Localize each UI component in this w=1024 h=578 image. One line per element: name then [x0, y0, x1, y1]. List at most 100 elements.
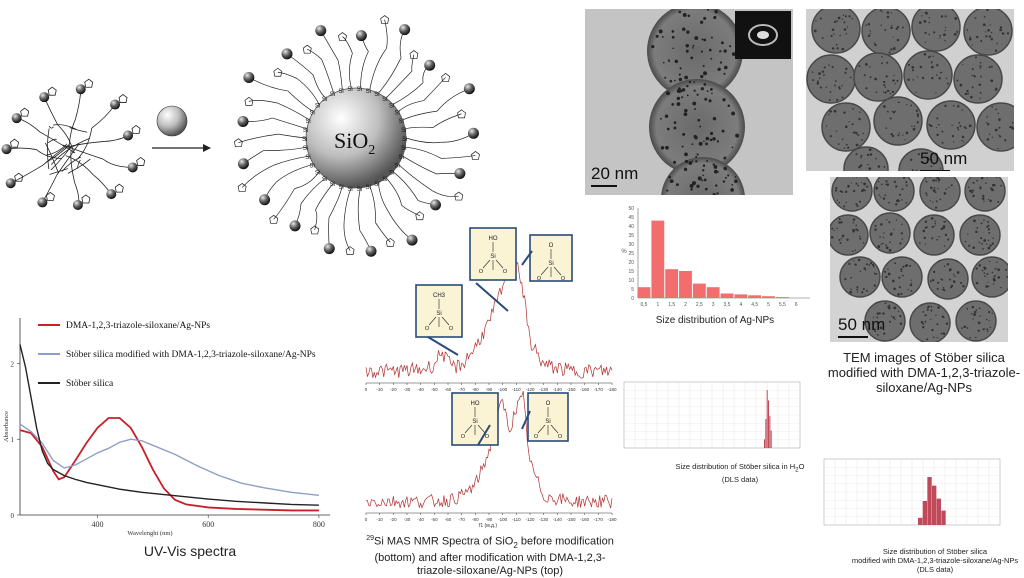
dls-bar: [937, 499, 941, 525]
ag-histogram-caption: Size distribution of Ag-NPs: [614, 315, 816, 326]
nmr-tick: -30: [404, 387, 411, 392]
nmr-axis-label: f1 (м.д.): [479, 523, 497, 529]
nmr-tick: -110: [512, 517, 521, 522]
dls1-caption: Size distribution of Stöber silica in H2…: [660, 462, 820, 484]
dls-bar: [769, 416, 770, 448]
dls-bar: [767, 390, 768, 448]
svg-text:Si: Si: [309, 111, 314, 117]
svg-text:Si: Si: [374, 182, 379, 188]
hist-y-tick: 40: [628, 224, 634, 230]
nmr-box-si: Si: [472, 419, 477, 425]
uv-x-tick: 800: [313, 520, 325, 529]
hist-x-tick: 3: [712, 302, 715, 308]
svg-text:Si: Si: [389, 103, 394, 109]
nmr-box-o: O: [503, 269, 508, 275]
nmr-box-label: O: [549, 243, 554, 249]
uv-y-tick: 2: [11, 360, 15, 368]
hist-bar: [665, 269, 678, 298]
hist-bar: [693, 284, 706, 298]
nmr-tick: -20: [390, 387, 397, 392]
svg-text:Si: Si: [330, 92, 335, 98]
dls-bar: [923, 501, 927, 525]
svg-text:Si: Si: [315, 171, 320, 177]
uv-series-line: [20, 418, 319, 510]
nmr-tick: -40: [417, 387, 424, 392]
hist-x-tick: 5: [767, 302, 770, 308]
nmr-tick: -70: [458, 517, 465, 522]
nmr-box-si: Si: [436, 311, 441, 317]
nmr-tick: -150: [566, 387, 576, 392]
nmr-box-o: O: [425, 326, 430, 332]
svg-text:Si: Si: [322, 177, 327, 183]
hist-y-tick: 10: [628, 278, 634, 284]
svg-text:Si: Si: [357, 87, 362, 93]
nmr-tick: -170: [594, 387, 604, 392]
nmr-tick: -140: [553, 517, 563, 522]
hist-x-tick: 0,5: [641, 302, 648, 308]
hist-x-tick: 1: [656, 302, 659, 308]
nmr-box-o: O: [534, 434, 539, 440]
hist-y-tick: 25: [628, 251, 634, 257]
hist-y-tick: 0: [631, 296, 634, 302]
nmr-tick: -90: [486, 387, 493, 392]
svg-text:Si: Si: [399, 119, 404, 125]
tem1-scalebar: 20 nm: [591, 164, 638, 187]
nmr-tick: -10: [376, 387, 383, 392]
nmr-tick: -170: [594, 517, 604, 522]
nmr-box-label: O: [546, 401, 551, 407]
nmr-tick: -140: [553, 387, 563, 392]
tem-caption: TEM images of Stöber silica modified wit…: [826, 350, 1022, 395]
hist-x-tick: 6: [795, 302, 798, 308]
hist-bar: [762, 296, 775, 298]
hist-x-tick: 4: [739, 302, 742, 308]
uv-legend-label: Stöber silica: [66, 379, 114, 389]
svg-text:Si: Si: [357, 187, 362, 193]
dls-bar: [771, 431, 772, 448]
nmr-box-si: Si: [548, 261, 553, 267]
hist-bar: [776, 297, 789, 298]
hist-y-tick: 5: [631, 287, 634, 293]
uv-x-tick: 400: [92, 520, 104, 529]
svg-text:Si: Si: [402, 137, 407, 143]
hist-y-tick: 45: [628, 215, 634, 221]
nmr-spectra: 0-10-20-30-40-50-60-70-80-90-100-110-120…: [360, 225, 620, 574]
nmr-tick: -150: [566, 517, 576, 522]
svg-text:Si: Si: [305, 119, 310, 125]
nmr-tick: -70: [458, 387, 465, 392]
svg-text:Si: Si: [374, 92, 379, 98]
nmr-tick: -120: [525, 517, 535, 522]
svg-text:Si: Si: [382, 177, 387, 183]
nmr-tick: -80: [472, 387, 479, 392]
nmr-tick: -130: [539, 517, 549, 522]
hist-y-tick: 20: [628, 260, 634, 266]
dls-chart-2: Size distribution of Stöber silica modif…: [820, 455, 1020, 574]
nmr-box-o: O: [449, 326, 454, 332]
svg-text:Si: Si: [338, 89, 343, 95]
nmr-box-label: CH3: [433, 293, 446, 299]
nmr-box-si: Si: [490, 254, 495, 260]
uvvis-caption: UV-Vis spectra: [110, 543, 270, 559]
hist-bar: [679, 271, 692, 298]
svg-text:Si: Si: [330, 182, 335, 188]
nmr-pointer: [428, 337, 458, 355]
svg-text:Si: Si: [309, 163, 314, 169]
nmr-box-label: HO: [489, 236, 498, 242]
svg-text:Si: Si: [315, 103, 320, 109]
tem-image-3: 50 nm: [830, 177, 1008, 342]
nmr-box-o: O: [461, 434, 466, 440]
nmr-pointer: [476, 283, 508, 311]
hist-x-tick: 4,5: [751, 302, 758, 308]
dls-bar: [765, 419, 766, 448]
nmr-tick: -100: [498, 387, 508, 392]
svg-text:Si: Si: [347, 187, 352, 193]
dls-bar: [768, 400, 769, 448]
svg-text:Si: Si: [366, 185, 371, 191]
uv-legend-label: DMA-1,2,3-triazole-siloxane/Ag-NPs: [66, 321, 210, 331]
hist-ylabel: %: [621, 249, 627, 255]
nmr-tick: -100: [498, 517, 508, 522]
nmr-box-label: HO: [471, 401, 480, 407]
hist-bar: [748, 295, 761, 298]
nmr-tick: -120: [525, 387, 535, 392]
svg-text:Si: Si: [305, 155, 310, 161]
